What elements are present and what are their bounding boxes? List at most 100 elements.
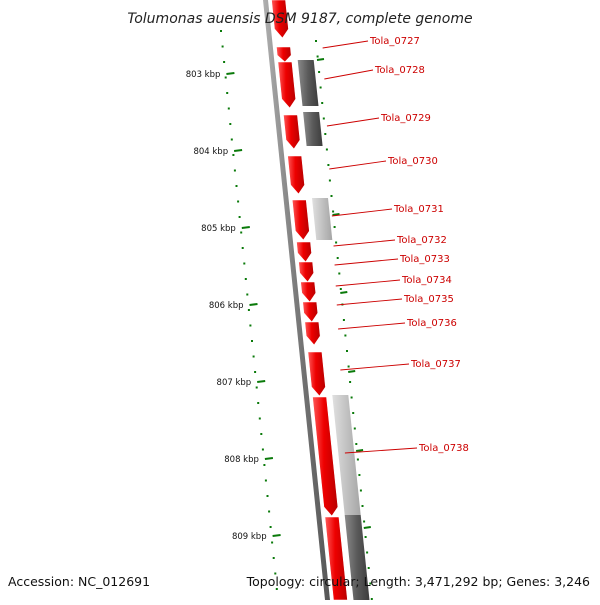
gene-leader-line (336, 298, 403, 306)
inner-tick-dot (364, 536, 367, 538)
gene-arrow (271, 0, 289, 39)
ruler-tick-dot (269, 526, 272, 528)
kbp-major-tick (257, 380, 266, 383)
inner-tick-dot (347, 365, 350, 368)
inner-tick-dot (353, 427, 356, 430)
inner-tick-dot (346, 350, 348, 352)
gene-arrow (287, 155, 305, 195)
inner-tick-dot (369, 582, 372, 585)
kbp-label: 805 kbp (201, 224, 236, 234)
inner-tick-dot (363, 520, 366, 523)
inner-tick-dot (339, 288, 342, 290)
ruler-tick-dot (275, 588, 278, 590)
kbp-major-tick (249, 303, 258, 306)
ruler-tick-dot (268, 510, 271, 513)
gene-leader-line (329, 160, 387, 170)
gene-arrow (307, 351, 326, 397)
ruler-tick-dot (224, 76, 227, 79)
kbp-label: 809 kbp (232, 532, 267, 542)
gene-label[interactable]: Tola_0734 (401, 275, 452, 286)
inner-tick-dot (315, 40, 317, 42)
gene-leader-line (338, 322, 406, 330)
ruler-tick-dot (240, 231, 243, 234)
inner-major-tick (332, 213, 340, 216)
kbp-major-tick (272, 534, 281, 537)
ruler-tick-dot (220, 30, 222, 32)
gene-arrow (312, 396, 339, 517)
kbp-major-tick (226, 72, 235, 75)
gene-shapes-group (271, 0, 348, 601)
gene-leader-line (333, 239, 396, 247)
inner-tick-dot (324, 133, 327, 135)
gene-leader-line (335, 279, 401, 287)
inner-tick-dot (342, 319, 345, 321)
ruler-tick-dot (233, 169, 236, 172)
ruler-tick-dot (252, 355, 255, 358)
kbp-label: 806 kbp (209, 301, 244, 311)
gene-label[interactable]: Tola_0733 (399, 254, 450, 265)
gene-arrow (291, 199, 310, 241)
gene-leader-line (331, 208, 393, 217)
ruler-tick-dot (255, 386, 258, 389)
accession-text: Accession: NC_012691 (8, 574, 150, 589)
ruler-tick-dot (238, 216, 241, 218)
kbp-major-tick (264, 457, 274, 460)
inner-major-tick (355, 449, 364, 452)
ruler-tick-dot (254, 371, 257, 373)
gene-label[interactable]: Tola_0731 (393, 204, 444, 215)
ruler-tick-dot (261, 448, 264, 451)
gene-label[interactable]: Tola_0729 (380, 113, 431, 124)
gene-label[interactable]: Tola_0737 (410, 359, 461, 370)
gray-feature-group (297, 60, 370, 600)
tick-dots-group (220, 30, 373, 600)
kbp-major-tick (233, 149, 243, 152)
gene-leader-line (324, 69, 374, 80)
inner-tick-dot (322, 117, 325, 120)
gene-label[interactable]: Tola_0735 (403, 294, 454, 305)
inner-tick-dot (367, 567, 370, 569)
ruler-tick-dot (241, 247, 244, 249)
ruler-tick-dot (221, 45, 224, 48)
inner-tick-dot (318, 71, 321, 73)
inner-tick-dot (330, 195, 333, 197)
gene-arrow (276, 46, 292, 63)
kbp-label: 808 kbp (224, 455, 259, 465)
gene-label[interactable]: Tola_0730 (387, 156, 438, 167)
gene-arrow (298, 261, 315, 283)
ruler-tick-dot (260, 433, 263, 435)
kbp-major-tick (241, 226, 250, 229)
gene-label[interactable]: Tola_0738 (418, 443, 469, 454)
inner-tick-dot (350, 396, 353, 399)
inner-tick-dot (358, 474, 361, 476)
ruler-tick-dot (227, 107, 230, 110)
gray-feature-block (297, 60, 319, 106)
genome-backbone (263, 0, 330, 600)
ruler-tick-dot (223, 61, 226, 63)
gene-label[interactable]: Tola_0727 (369, 36, 420, 47)
inner-major-tick (348, 370, 356, 373)
ruler-tick-dot (230, 138, 233, 141)
ruler-tick-dot (243, 262, 246, 265)
ruler-tick-dot (266, 495, 269, 497)
ruler-tick-dot (258, 417, 261, 420)
inner-tick-dot (355, 443, 358, 445)
gene-label[interactable]: Tola_0736 (406, 318, 457, 329)
inner-ticks-group (316, 58, 371, 529)
inner-tick-dot (336, 257, 339, 259)
gray-feature-block (344, 515, 370, 600)
gene-label[interactable]: Tola_0728 (374, 65, 425, 76)
inner-tick-dot (352, 412, 355, 414)
gene-label[interactable]: Tola_0732 (396, 235, 447, 246)
gene-leader-line (344, 447, 418, 454)
ruler-tick-dot (232, 154, 235, 156)
gene-arrow (296, 241, 312, 263)
inner-major-tick (340, 291, 348, 294)
inner-tick-dot (316, 55, 319, 58)
inner-tick-dot (325, 148, 328, 151)
gray-feature-block (303, 112, 323, 146)
kbp-label: 804 kbp (193, 147, 228, 157)
gray-feature-block (332, 395, 361, 515)
inner-tick-dot (361, 505, 364, 507)
